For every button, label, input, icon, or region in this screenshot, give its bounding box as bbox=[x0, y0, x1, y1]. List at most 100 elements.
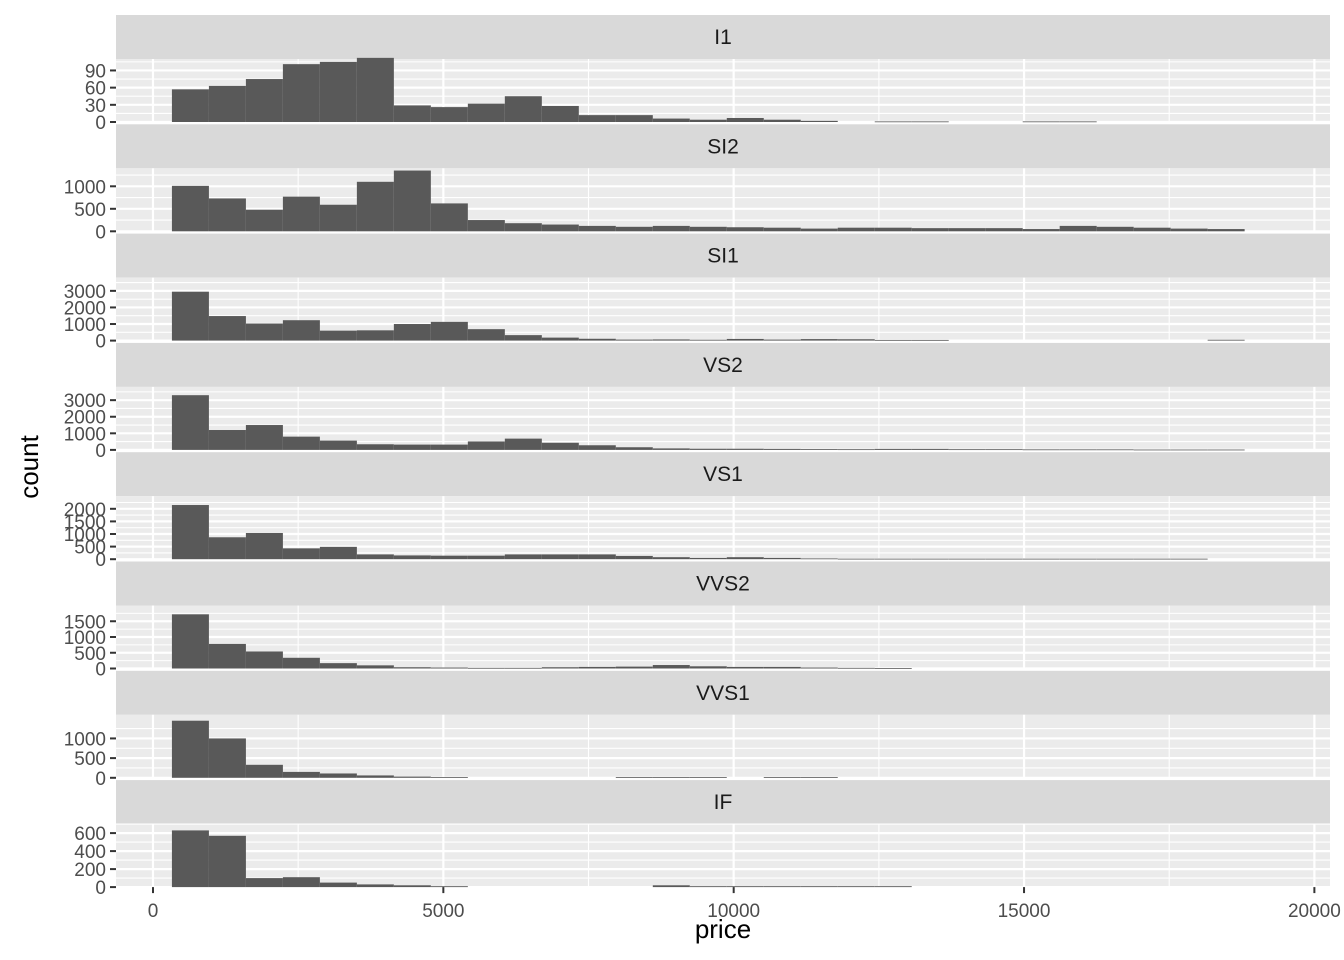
histogram-bar bbox=[541, 224, 579, 232]
histogram-bar bbox=[208, 537, 246, 560]
x-tick-label: 20000 bbox=[1288, 901, 1341, 922]
facet-strip-label: VVS2 bbox=[696, 573, 750, 596]
y-tick-label: 1500 bbox=[64, 512, 106, 533]
histogram-bar bbox=[467, 220, 505, 232]
histogram-bar bbox=[393, 776, 431, 778]
histogram-bar bbox=[319, 204, 357, 232]
histogram-bar bbox=[208, 316, 246, 341]
histogram-bar bbox=[1133, 227, 1171, 232]
histogram-bar bbox=[245, 532, 283, 560]
histogram-bar bbox=[541, 337, 579, 341]
histogram-bar bbox=[1059, 558, 1097, 560]
histogram-bar bbox=[615, 339, 653, 341]
histogram-bar bbox=[874, 886, 912, 888]
histogram-bar bbox=[171, 720, 209, 778]
histogram-bar bbox=[726, 117, 764, 122]
histogram-bar bbox=[911, 228, 949, 232]
y-tick-label: 60 bbox=[85, 79, 106, 100]
histogram-bar bbox=[800, 228, 838, 232]
histogram-bar bbox=[282, 196, 320, 232]
panel-background bbox=[116, 714, 1330, 778]
histogram-bar bbox=[578, 225, 616, 232]
facet-panels: I10306090SI205001000SI10100020003000VS20… bbox=[64, 15, 1330, 899]
histogram-bar bbox=[430, 203, 468, 232]
histogram-bar bbox=[652, 448, 690, 450]
y-tick-label: 0 bbox=[95, 222, 106, 243]
histogram-bar bbox=[245, 651, 283, 669]
histogram-bar bbox=[689, 226, 727, 232]
histogram-bar bbox=[726, 227, 764, 232]
x-tick-label: 15000 bbox=[998, 901, 1051, 922]
y-tick-label: 500 bbox=[74, 200, 106, 221]
histogram-bar bbox=[652, 118, 690, 122]
y-tick-label: 3000 bbox=[64, 282, 106, 303]
y-tick-label: 400 bbox=[74, 842, 106, 863]
histogram-bar bbox=[504, 554, 542, 560]
histogram-bar bbox=[800, 558, 838, 560]
histogram-bar bbox=[1207, 229, 1245, 232]
facet-strip bbox=[116, 15, 1330, 59]
histogram-bar bbox=[874, 448, 912, 450]
histogram-bar bbox=[1170, 449, 1208, 451]
y-tick-label: 1000 bbox=[64, 424, 106, 445]
histogram-bar bbox=[800, 339, 838, 341]
facet-strip-label: IF bbox=[714, 791, 733, 814]
histogram-bar bbox=[504, 667, 542, 669]
histogram-bar bbox=[171, 830, 209, 888]
y-tick-label: 2000 bbox=[64, 298, 106, 319]
histogram-bar bbox=[578, 666, 616, 669]
histogram-bar bbox=[726, 666, 764, 669]
histogram-bar bbox=[171, 614, 209, 669]
histogram-bar bbox=[356, 330, 394, 341]
y-tick-label: 0 bbox=[95, 332, 106, 353]
histogram-bar bbox=[245, 323, 283, 341]
histogram-bar bbox=[652, 777, 690, 778]
histogram-bar bbox=[689, 666, 727, 669]
histogram-bar bbox=[171, 291, 209, 341]
histogram-bar bbox=[1096, 449, 1134, 451]
histogram-bar bbox=[726, 338, 764, 341]
histogram-bar bbox=[1133, 558, 1171, 560]
y-tick-label: 0 bbox=[95, 878, 106, 899]
histogram-bar bbox=[800, 667, 838, 669]
histogram-bar bbox=[430, 321, 468, 341]
histogram-bar bbox=[245, 209, 283, 232]
histogram-bar bbox=[1096, 226, 1134, 232]
histogram-bar bbox=[282, 436, 320, 450]
histogram-bar bbox=[504, 335, 542, 341]
facet-strip bbox=[116, 342, 1330, 387]
x-axis: 0 5000 10000 15000 20000 bbox=[148, 887, 1341, 922]
histogram-bar bbox=[800, 449, 838, 450]
histogram-bar bbox=[430, 667, 468, 669]
histogram-bar bbox=[208, 643, 246, 669]
y-tick-label: 2000 bbox=[64, 408, 106, 429]
histogram-bar bbox=[874, 668, 912, 669]
histogram-bar bbox=[282, 548, 320, 560]
histogram-bar bbox=[837, 339, 875, 341]
histogram-bar bbox=[985, 449, 1023, 451]
histogram-bar bbox=[208, 85, 246, 122]
histogram-bar bbox=[837, 449, 875, 451]
histogram-bar bbox=[689, 557, 727, 560]
histogram-bar bbox=[393, 885, 431, 888]
histogram-bar bbox=[208, 198, 246, 232]
y-tick-label: 500 bbox=[74, 538, 106, 559]
y-tick-label: 600 bbox=[74, 824, 106, 845]
histogram-bar bbox=[541, 667, 579, 669]
facet-strip bbox=[116, 233, 1330, 278]
histogram-bar bbox=[171, 505, 209, 560]
histogram-bar bbox=[615, 777, 653, 778]
histogram-bar bbox=[763, 886, 801, 888]
histogram-bar bbox=[763, 339, 801, 341]
histogram-bar bbox=[245, 878, 283, 888]
y-tick-label: 2000 bbox=[64, 500, 106, 521]
y-tick-label: 0 bbox=[95, 769, 106, 790]
histogram-bar bbox=[430, 444, 468, 450]
histogram-bar bbox=[837, 558, 875, 560]
histogram-bar bbox=[1022, 229, 1060, 232]
